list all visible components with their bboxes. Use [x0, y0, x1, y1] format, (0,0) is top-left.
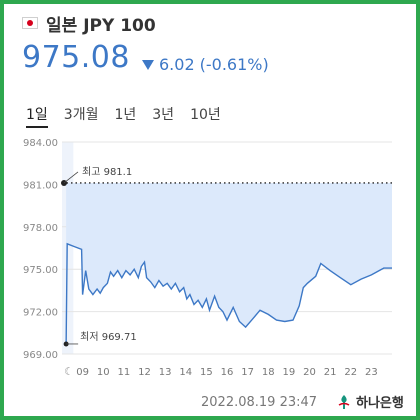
- high-leader: [63, 171, 79, 184]
- change-percent: (-0.61%): [199, 55, 269, 74]
- x-tick-label: 20: [303, 367, 316, 378]
- x-tick-label: 18: [262, 367, 275, 378]
- exchange-rate-chart: 984.00 981.00 978.00 975.00 972.00 969.00 최고 9…: [23, 138, 392, 378]
- x-tick-label: 13: [159, 367, 172, 378]
- y-tick-label: 984.00: [23, 138, 58, 149]
- hana-bank-icon: [338, 394, 350, 409]
- x-tick-label: 17: [241, 367, 254, 378]
- x-tick-label: 23: [365, 367, 378, 378]
- x-tick-label: 22: [344, 367, 357, 378]
- low-label: 최저 969.71: [80, 331, 137, 343]
- x-tick-label: 15: [200, 367, 213, 378]
- moon-icon: ☾: [64, 365, 74, 378]
- tab-3m[interactable]: 3개월: [63, 107, 99, 123]
- bank-logo: 하나은행: [336, 392, 404, 411]
- change-value: 6.02: [159, 55, 195, 74]
- current-price: 975.08: [22, 40, 130, 75]
- bank-name: 하나은행: [356, 396, 404, 411]
- down-triangle-icon: [142, 59, 154, 70]
- currency-header: 일본 JPY 100: [22, 12, 156, 36]
- price-line: [65, 242, 392, 344]
- x-tick-label: 19: [283, 367, 296, 378]
- x-tick-label: 12: [138, 367, 151, 378]
- high-label: 최고 981.1: [82, 166, 132, 178]
- y-tick-label: 975.00: [23, 265, 58, 276]
- tab-3y[interactable]: 3년: [152, 107, 175, 123]
- y-tick-label: 972.00: [23, 308, 58, 319]
- x-tick-label: 10: [97, 367, 110, 378]
- tab-1d[interactable]: 1일: [26, 104, 48, 128]
- tab-1y[interactable]: 1년: [114, 107, 137, 123]
- y-tick-label: 978.00: [23, 223, 58, 234]
- tab-10y[interactable]: 10년: [190, 107, 221, 123]
- x-tick-label: 16: [221, 367, 234, 378]
- currency-name: 일본 JPY 100: [46, 15, 156, 36]
- price-area-fill: [66, 182, 392, 344]
- x-tick-label: 14: [179, 367, 192, 378]
- x-tick-label: 11: [118, 367, 131, 378]
- y-tick-label: 981.00: [23, 180, 58, 191]
- japan-flag-icon: [22, 17, 38, 29]
- x-tick-label: 09: [76, 367, 89, 378]
- y-tick-label: 969.00: [23, 350, 58, 361]
- x-tick-label: 21: [324, 367, 337, 378]
- price-change: 6.02 (-0.61%): [142, 55, 269, 74]
- period-tabs: 1일 3개월 1년 3년 10년: [26, 104, 221, 128]
- timestamp: 2022.08.19 23:47: [201, 395, 318, 410]
